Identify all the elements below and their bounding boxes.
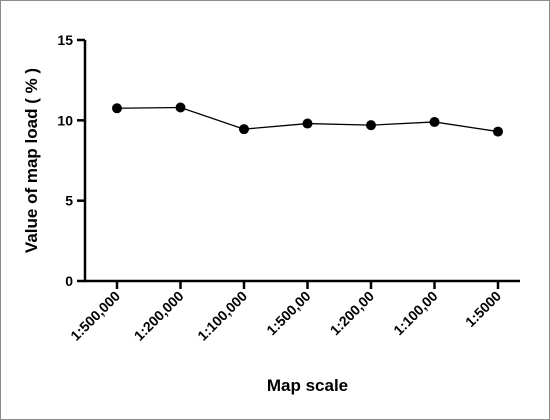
data-point [429, 116, 440, 127]
data-point [175, 102, 186, 113]
y-tick-label: 10 [57, 112, 73, 128]
series-group [112, 102, 503, 137]
data-point [366, 120, 376, 131]
y-ticks: 0 5 10 15 [57, 32, 85, 289]
y-tick-label: 0 [65, 273, 73, 289]
data-point [239, 124, 249, 135]
data-point [112, 103, 122, 114]
y-tick-label: 5 [65, 193, 73, 209]
y-axis-title: Value of map load ( % ) [22, 68, 41, 253]
x-axis-title: Map scale [267, 376, 348, 395]
data-point [302, 118, 313, 129]
y-tick-label: 15 [57, 32, 73, 48]
data-point [493, 126, 503, 137]
